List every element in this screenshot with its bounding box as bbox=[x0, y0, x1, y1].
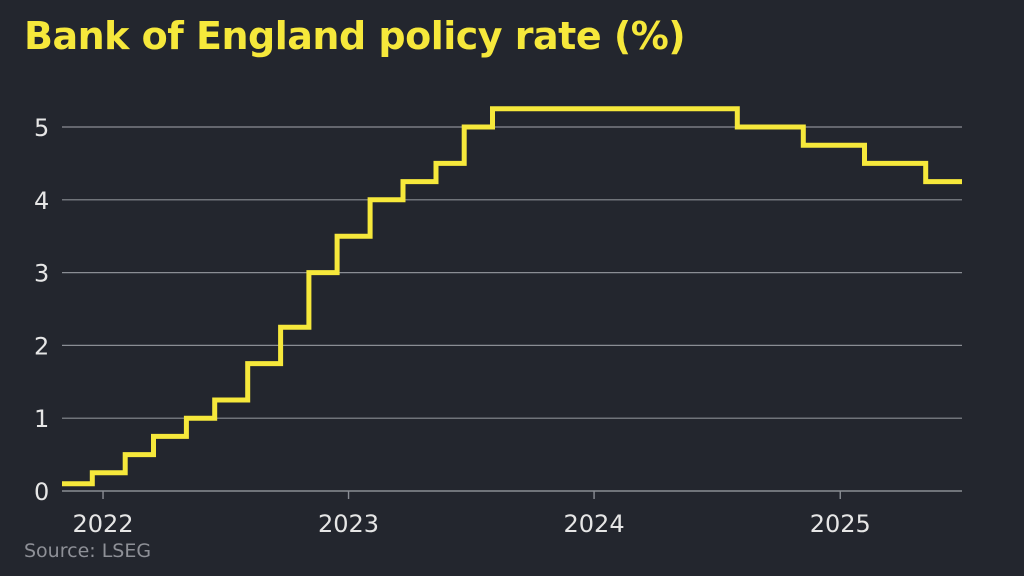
y-tick-label-2: 2 bbox=[34, 332, 49, 360]
y-tick-label-1: 1 bbox=[34, 405, 49, 433]
y-tick-label-4: 4 bbox=[34, 187, 49, 215]
x-tick-label-2023: 2023 bbox=[318, 510, 379, 538]
x-tick-labels: 2022 2023 2024 2025 bbox=[72, 510, 870, 538]
series-layer bbox=[61, 106, 963, 487]
x-tick-label-2024: 2024 bbox=[564, 510, 625, 538]
series-line-0 bbox=[62, 106, 962, 487]
gridlines bbox=[62, 126, 962, 499]
source-note: Source: LSEG bbox=[24, 540, 152, 562]
x-tick-label-2022: 2022 bbox=[72, 510, 133, 538]
y-tick-labels: 0 1 2 3 4 5 bbox=[34, 114, 49, 506]
y-tick-label-3: 3 bbox=[34, 260, 49, 288]
x-tick-label-2025: 2025 bbox=[810, 510, 871, 538]
y-tick-label-0: 0 bbox=[34, 478, 49, 506]
y-tick-label-5: 5 bbox=[34, 114, 49, 142]
chart-title: Bank of England policy rate (%) bbox=[24, 14, 686, 58]
